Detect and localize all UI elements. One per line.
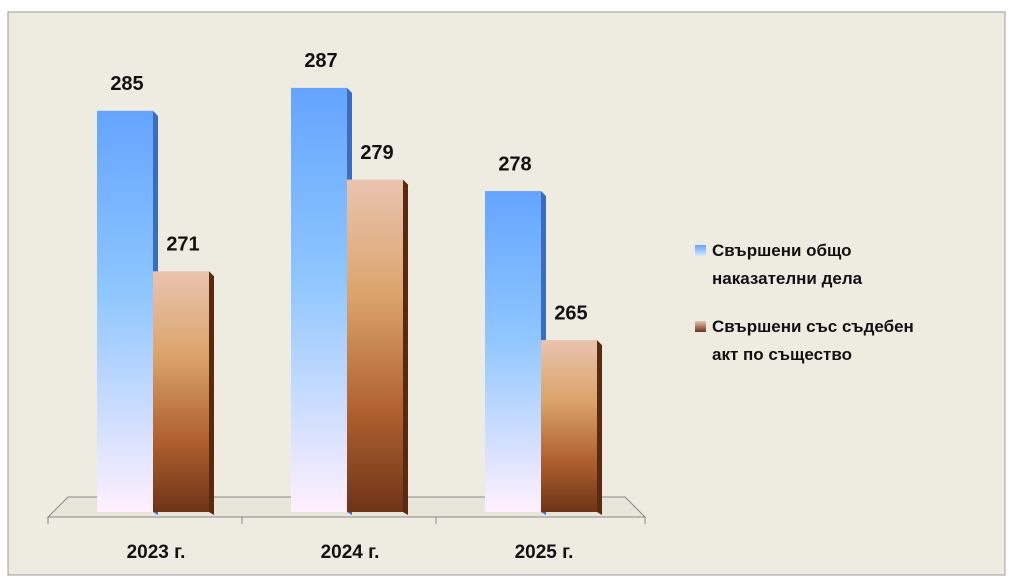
bar-side xyxy=(403,179,408,515)
x-tick-label: 2023 г. xyxy=(127,542,186,563)
legend-swatch xyxy=(695,245,706,256)
value-label: 285 xyxy=(110,73,143,95)
x-tick-label: 2025 г. xyxy=(515,542,574,563)
bar-side xyxy=(209,271,214,515)
value-label: 279 xyxy=(360,142,393,164)
bar xyxy=(485,191,541,513)
legend-label: Свършени общо наказателни дела xyxy=(712,241,863,288)
bar xyxy=(541,340,597,512)
value-label: 287 xyxy=(304,50,337,72)
value-label: 278 xyxy=(498,153,531,175)
value-label: 271 xyxy=(166,234,199,256)
bar xyxy=(347,179,403,512)
bar xyxy=(291,87,347,512)
bar xyxy=(153,271,209,512)
legend-swatch xyxy=(695,321,706,332)
bar-side xyxy=(597,340,602,515)
x-tick-label: 2024 г. xyxy=(321,542,380,563)
bar xyxy=(97,110,153,512)
legend-label: Свършени със съдебен акт по същество xyxy=(712,317,914,364)
value-label: 265 xyxy=(554,302,587,324)
